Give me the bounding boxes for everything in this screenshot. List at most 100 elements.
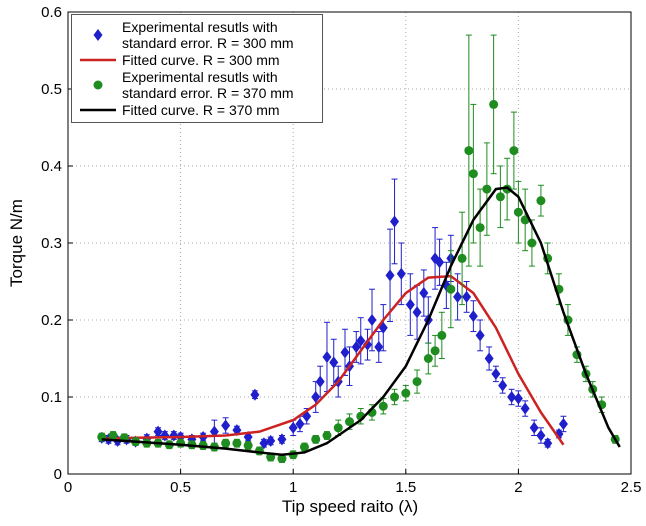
legend-entry: Fitted curve. R = 370 mm xyxy=(76,102,316,118)
y-tick-label: 0.4 xyxy=(41,158,62,175)
marker xyxy=(378,401,388,411)
marker xyxy=(475,223,485,233)
marker xyxy=(489,99,499,109)
marker xyxy=(396,267,406,280)
marker xyxy=(232,438,242,448)
marker xyxy=(277,433,287,446)
marker xyxy=(527,238,537,248)
marker xyxy=(322,350,332,363)
marker xyxy=(423,354,433,363)
marker xyxy=(311,391,321,403)
marker xyxy=(390,392,400,402)
marker xyxy=(333,423,343,433)
x-tick-label: 0.5 xyxy=(170,479,191,496)
y-tick-label: 0.1 xyxy=(41,389,62,406)
y-tick-label: 0.5 xyxy=(41,81,62,98)
y-tick-label: 0.2 xyxy=(41,312,62,329)
marker xyxy=(536,196,546,206)
marker xyxy=(311,434,321,444)
marker xyxy=(453,290,463,303)
marker xyxy=(412,377,422,387)
legend-entry: Experimental resutls with standard error… xyxy=(76,69,316,101)
legend-label: Experimental resutls with standard error… xyxy=(122,19,294,51)
legend: Experimental resutls with standard error… xyxy=(71,14,323,123)
marker xyxy=(374,340,384,353)
marker xyxy=(322,431,332,440)
fitted-curve xyxy=(101,274,565,446)
x-axis-label: Tip speed raito (λ) xyxy=(282,497,418,516)
marker xyxy=(295,417,305,430)
marker xyxy=(520,402,530,415)
marker xyxy=(482,184,492,194)
marker xyxy=(457,253,467,263)
marker xyxy=(315,375,325,388)
x-tick-label: 1 xyxy=(289,479,297,496)
marker xyxy=(468,310,478,323)
x-tick-label: 1.5 xyxy=(395,479,416,496)
marker xyxy=(513,392,523,405)
marker xyxy=(475,329,485,342)
legend-swatch xyxy=(93,80,103,90)
marker xyxy=(507,391,517,403)
legend-label: Fitted curve. R = 370 mm xyxy=(122,102,280,118)
marker xyxy=(243,441,253,451)
marker xyxy=(419,287,429,300)
marker xyxy=(529,421,539,434)
marker xyxy=(498,379,508,392)
marker xyxy=(464,146,474,156)
y-tick-label: 0.6 xyxy=(41,4,62,21)
marker xyxy=(558,417,568,430)
marker xyxy=(536,429,546,442)
marker xyxy=(401,388,411,398)
legend-entry: Experimental resutls with standard error… xyxy=(76,19,316,51)
legend-swatch xyxy=(80,108,116,112)
marker xyxy=(385,269,395,282)
marker xyxy=(430,346,440,356)
marker xyxy=(468,169,478,179)
marker xyxy=(412,306,422,319)
x-tick-label: 2 xyxy=(514,479,522,496)
marker xyxy=(495,192,505,202)
marker xyxy=(484,352,494,365)
marker xyxy=(462,290,472,303)
marker xyxy=(153,425,163,438)
legend-swatch xyxy=(80,58,116,62)
marker xyxy=(259,437,269,450)
fitted-curve xyxy=(101,186,621,457)
marker xyxy=(93,80,103,90)
legend-label: Fitted curve. R = 300 mm xyxy=(122,52,280,68)
marker xyxy=(299,442,309,452)
marker xyxy=(367,314,377,326)
marker xyxy=(266,434,276,447)
marker xyxy=(437,330,447,340)
marker xyxy=(288,421,298,434)
marker xyxy=(513,207,523,217)
marker xyxy=(390,215,400,228)
marker xyxy=(250,388,260,401)
marker xyxy=(108,431,118,440)
marker xyxy=(340,346,350,359)
legend-entry: Fitted curve. R = 300 mm xyxy=(76,52,316,68)
marker xyxy=(435,256,445,269)
legend-label: Experimental resutls with standard error… xyxy=(122,69,294,101)
marker xyxy=(356,334,366,347)
marker xyxy=(345,417,354,427)
marker xyxy=(405,298,415,311)
marker xyxy=(221,438,231,448)
marker xyxy=(543,437,553,450)
y-tick-label: 0 xyxy=(54,466,62,483)
marker xyxy=(221,419,231,432)
marker xyxy=(509,146,519,156)
marker xyxy=(277,454,287,464)
marker xyxy=(491,367,501,380)
marker xyxy=(351,340,361,353)
marker xyxy=(169,429,179,442)
marker xyxy=(446,284,456,294)
marker xyxy=(93,29,103,41)
x-tick-label: 2.5 xyxy=(621,479,642,496)
x-tick-label: 0 xyxy=(64,479,72,496)
y-tick-label: 0.3 xyxy=(41,235,62,252)
plot-frame xyxy=(67,11,632,475)
